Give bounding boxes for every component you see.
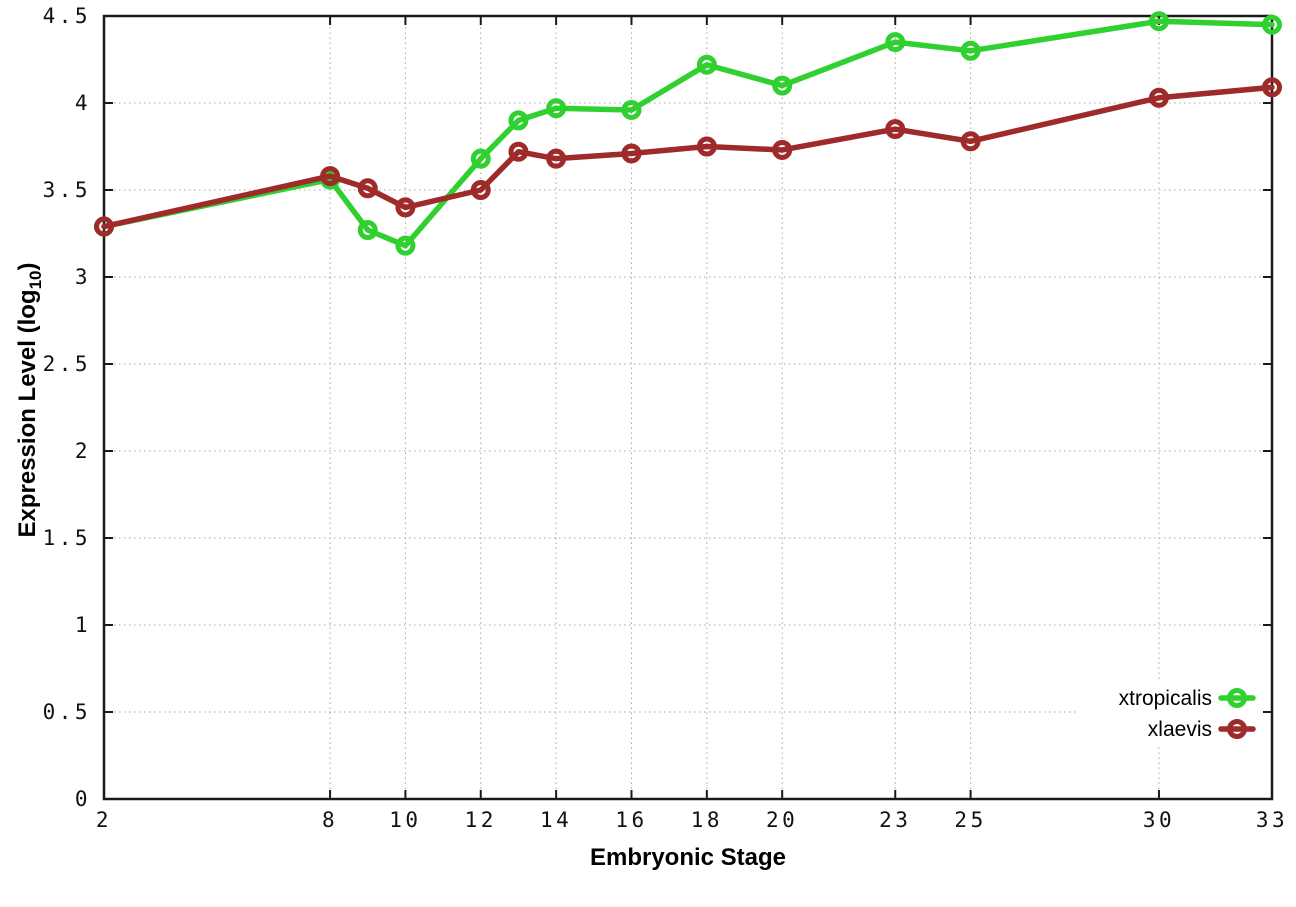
legend-sample-marker-xlaevis (1227, 719, 1247, 739)
legend-sample-marker-xtropicalis (1227, 688, 1247, 708)
data-point-xtropicalis (696, 54, 717, 75)
y-tick-label: 4.5 (43, 4, 91, 28)
data-point-xlaevis (885, 119, 906, 140)
data-point-xlaevis (508, 141, 529, 162)
x-tick-label: 10 (389, 808, 421, 832)
data-point-xlaevis (395, 197, 416, 218)
data-point-xtropicalis (546, 98, 567, 119)
data-point-xtropicalis (621, 99, 642, 120)
data-point-xtropicalis (1262, 14, 1282, 35)
x-tick-label: 20 (766, 808, 798, 832)
y-tick-label: 1 (75, 613, 91, 637)
data-point-xtropicalis (885, 32, 906, 53)
data-point-xtropicalis (470, 148, 491, 169)
y-tick-label: 1.5 (43, 526, 91, 550)
legend-label-xtropicalis: xtropicalis (1119, 687, 1212, 710)
data-point-xlaevis (621, 143, 642, 164)
data-point-xtropicalis (508, 110, 529, 131)
data-point-xlaevis (1148, 87, 1169, 108)
legend-label-xlaevis: xlaevis (1148, 718, 1212, 741)
y-tick-label: 4 (75, 91, 91, 115)
data-point-xlaevis (470, 180, 491, 200)
x-tick-label: 8 (322, 808, 338, 832)
y-axis-title-subscript: 10 (26, 270, 45, 290)
x-tick-label: 12 (465, 808, 497, 832)
x-tick-label: 30 (1143, 808, 1175, 832)
series-line-xlaevis (101, 84, 1275, 230)
x-tick-label: 33 (1256, 808, 1288, 832)
data-point-xlaevis (546, 148, 567, 169)
y-axis-title-suffix: ) (14, 262, 41, 271)
data-point-xtropicalis (960, 40, 981, 61)
y-tick-label: 3 (75, 265, 91, 289)
data-point-xtropicalis (772, 75, 793, 96)
data-point-xlaevis (696, 136, 717, 157)
x-tick-label: 25 (954, 808, 986, 832)
x-tick-label: 2 (96, 808, 112, 832)
data-point-xlaevis (1262, 77, 1282, 98)
x-tick-label: 18 (691, 808, 723, 832)
x-axis-title: Embryonic Stage (589, 844, 787, 871)
data-point-xlaevis (357, 178, 378, 199)
data-point-xlaevis (94, 216, 114, 237)
data-point-xtropicalis (395, 235, 416, 256)
y-tick-label: 3.5 (43, 178, 91, 202)
data-point-xlaevis (960, 131, 981, 152)
y-axis-title: Expression Level (log10) (14, 263, 46, 538)
y-axis-title-text: Expression Level (log (14, 289, 41, 538)
series-line-xtropicalis (101, 18, 1275, 249)
data-point-xlaevis (320, 166, 341, 187)
y-tick-label: 0.5 (43, 700, 91, 724)
data-point-xtropicalis (357, 220, 378, 241)
y-tick-label: 0 (75, 787, 91, 811)
x-tick-label: 23 (879, 808, 911, 832)
x-tick-label: 16 (615, 808, 647, 832)
plot-border (102, 14, 1274, 801)
x-tick-label: 14 (540, 808, 572, 832)
y-tick-label: 2.5 (43, 352, 91, 376)
data-point-xlaevis (772, 139, 793, 160)
data-point-xtropicalis (1148, 11, 1169, 32)
y-tick-label: 2 (75, 439, 91, 463)
